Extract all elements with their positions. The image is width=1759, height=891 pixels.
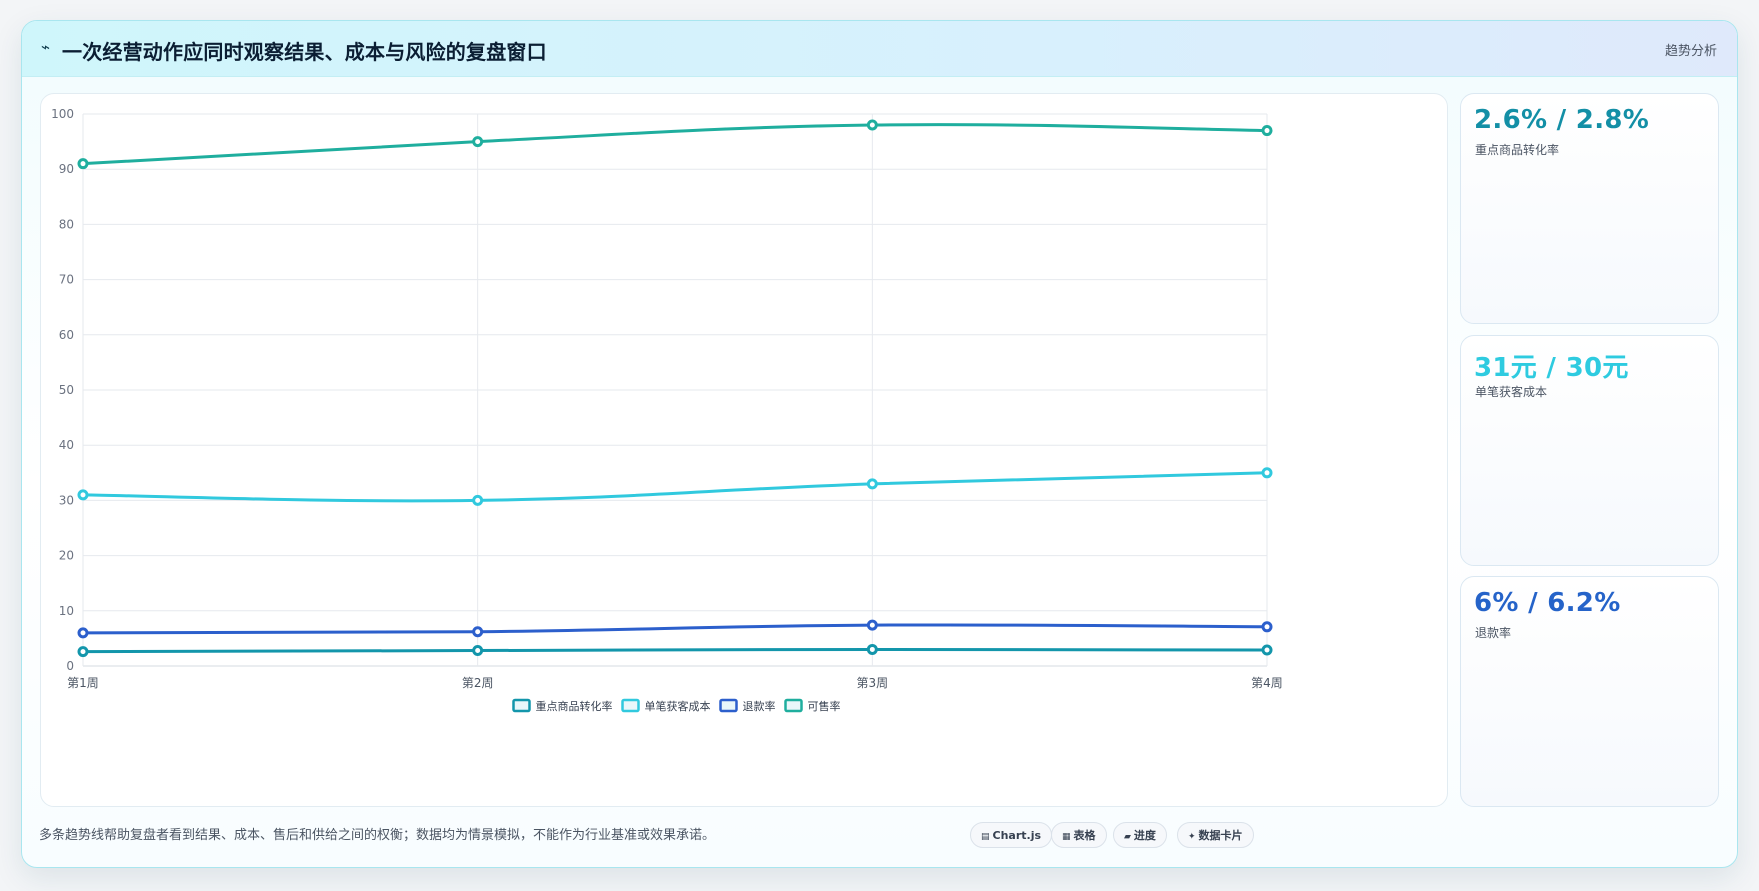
data-point bbox=[77, 158, 89, 170]
data-point bbox=[1261, 125, 1273, 137]
y-tick-label: 70 bbox=[59, 273, 74, 287]
data-point bbox=[77, 489, 89, 501]
kpi-value: 31元 / 30元 bbox=[1474, 353, 1629, 383]
data-point bbox=[866, 119, 878, 131]
data-point bbox=[472, 645, 484, 657]
review-panel: ⌁ 一次经营动作应同时观察结果、成本与风险的复盘窗口 趋势分析 0 10 20 30 4… bbox=[21, 20, 1738, 868]
x-tick-label: 第4周 bbox=[1251, 676, 1283, 690]
legend-label: 重点商品转化率 bbox=[536, 699, 613, 713]
x-tick-label: 第1周 bbox=[67, 676, 99, 690]
data-point bbox=[77, 627, 89, 639]
series-line bbox=[81, 123, 1269, 166]
chip-progress[interactable]: ▰ 进度 bbox=[1113, 822, 1167, 848]
data-point bbox=[866, 478, 878, 490]
y-tick-label: 90 bbox=[59, 162, 74, 176]
chip-table[interactable]: ▦ 表格 bbox=[1051, 822, 1107, 848]
chip-label: Chart.js bbox=[992, 829, 1042, 842]
y-tick-label: 50 bbox=[59, 383, 74, 397]
y-tick-label: 100 bbox=[51, 107, 74, 121]
trend-icon: ⌁ bbox=[41, 38, 51, 56]
y-tick-label: 20 bbox=[59, 549, 74, 563]
chip-chartjs[interactable]: ▤ Chart.js bbox=[970, 822, 1053, 848]
y-tick-label: 40 bbox=[59, 438, 74, 452]
data-point bbox=[866, 643, 878, 655]
kpi-card-refund-rate: 6% / 6.2% 退款率 bbox=[1460, 576, 1719, 807]
series-line bbox=[81, 471, 1269, 503]
y-tick-label: 60 bbox=[59, 328, 74, 342]
legend-label: 退款率 bbox=[743, 699, 776, 713]
kpi-label: 退款率 bbox=[1475, 626, 1512, 640]
data-point bbox=[866, 619, 878, 631]
chip-data-card[interactable]: ✦ 数据卡片 bbox=[1177, 822, 1254, 848]
footnote: 多条趋势线帮助复盘者看到结果、成本、售后和供给之间的权衡；数据均为情景模拟，不能… bbox=[39, 828, 716, 843]
data-point bbox=[77, 646, 89, 658]
line-chart: 0 10 20 30 40 50 60 70 80 90 100 第1周 第2周 第3周 第4周重点商品转化… bbox=[51, 107, 1283, 713]
chart-card: 0 10 20 30 40 50 60 70 80 90 100 第1周 第2周 第3周 第4周重点商品转化… bbox=[40, 93, 1448, 807]
kpi-card-acquisition-cost: 31元 / 30元 单笔获客成本 bbox=[1460, 335, 1719, 566]
chart-icon: ▤ bbox=[981, 832, 990, 842]
chip-label: 表格 bbox=[1073, 829, 1096, 842]
chip-label: 数据卡片 bbox=[1198, 829, 1243, 842]
legend-swatch bbox=[621, 698, 640, 713]
section-tag: 趋势分析 bbox=[1664, 44, 1717, 59]
y-tick-label: 30 bbox=[59, 493, 74, 507]
chip-label: 进度 bbox=[1133, 829, 1156, 842]
x-tick-label: 第3周 bbox=[857, 676, 889, 690]
data-point bbox=[472, 136, 484, 148]
kpi-value: 2.6% / 2.8% bbox=[1474, 105, 1650, 135]
kpi-card-conversion: 2.6% / 2.8% 重点商品转化率 bbox=[1460, 93, 1719, 324]
legend-label: 可售率 bbox=[808, 699, 841, 713]
data-point bbox=[472, 626, 484, 638]
legend-swatch bbox=[719, 698, 738, 713]
kpi-label: 重点商品转化率 bbox=[1475, 143, 1560, 157]
kpi-value: 6% / 6.2% bbox=[1474, 588, 1621, 618]
panel-header: ⌁ 一次经营动作应同时观察结果、成本与风险的复盘窗口 趋势分析 bbox=[22, 21, 1737, 77]
y-tick-label: 80 bbox=[59, 217, 74, 231]
card-icon: ✦ bbox=[1188, 832, 1196, 842]
data-point bbox=[472, 494, 484, 506]
progress-icon: ▰ bbox=[1124, 832, 1131, 842]
y-tick-label: 10 bbox=[59, 604, 74, 618]
kpi-label: 单笔获客成本 bbox=[1475, 385, 1548, 399]
y-tick-label: 0 bbox=[66, 659, 74, 673]
legend-swatch bbox=[512, 698, 531, 713]
legend-label: 单笔获客成本 bbox=[645, 699, 711, 713]
series-line bbox=[81, 647, 1269, 654]
data-point bbox=[1261, 621, 1273, 633]
table-icon: ▦ bbox=[1062, 832, 1071, 842]
x-tick-label: 第2周 bbox=[462, 676, 494, 690]
data-point bbox=[1261, 644, 1273, 656]
series-line bbox=[81, 623, 1269, 635]
legend-swatch bbox=[784, 698, 803, 713]
page-title: 一次经营动作应同时观察结果、成本与风险的复盘窗口 bbox=[62, 40, 547, 64]
data-point bbox=[1261, 467, 1273, 479]
